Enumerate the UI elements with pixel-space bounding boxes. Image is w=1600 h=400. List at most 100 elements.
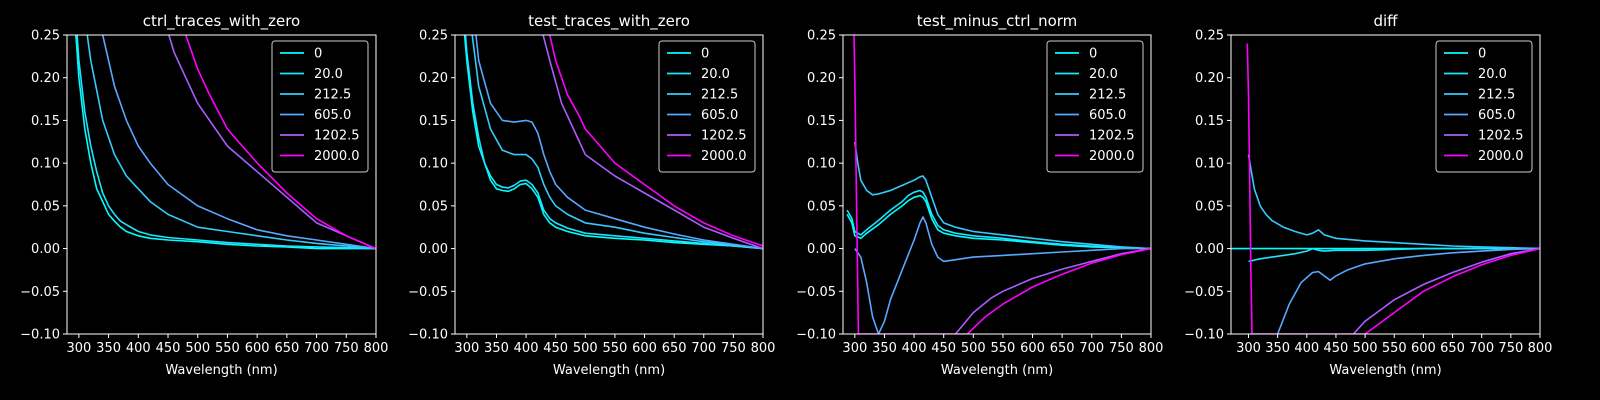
x-tick-label: 700 [304, 341, 329, 356]
y-tick-label: −0.05 [1184, 285, 1224, 300]
x-tick-label: 700 [1079, 341, 1104, 356]
x-tick-label: 300 [454, 341, 479, 356]
x-tick-label: 300 [842, 341, 867, 356]
series-line-2000.0 [184, 35, 376, 250]
x-tick-label: 300 [1236, 341, 1261, 356]
x-tick-label: 550 [603, 341, 628, 356]
x-tick-label: 800 [751, 341, 776, 356]
y-tick-label: 0.25 [419, 29, 448, 44]
x-tick-label: 650 [662, 341, 687, 356]
series-line-212.5 [471, 35, 763, 250]
x-tick-label: 650 [1050, 341, 1075, 356]
chart-title: ctrl_traces_with_zero [143, 12, 300, 31]
x-tick-label: 700 [1469, 341, 1494, 356]
legend-label: 0 [1089, 47, 1097, 62]
y-tick-label: 0.25 [1195, 29, 1224, 44]
x-tick-label: 600 [245, 341, 270, 356]
x-axis-label: Wavelength (nm) [941, 363, 1053, 378]
y-tick-label: 0.00 [419, 242, 448, 257]
legend-label: 20.0 [701, 67, 730, 82]
x-tick-label: 400 [126, 341, 151, 356]
legend: 0 20.0 212.5 605.0 1202.5 2000.0 [1435, 40, 1533, 173]
y-tick-label: −0.10 [408, 328, 448, 343]
series-line-1202.5 [168, 35, 376, 250]
x-tick-label: 600 [632, 341, 657, 356]
y-tick-label: 0.20 [1195, 71, 1224, 86]
y-tick-label: −0.10 [20, 328, 60, 343]
y-tick-label: −0.05 [796, 285, 836, 300]
y-tick-label: −0.05 [408, 285, 448, 300]
x-tick-label: 400 [1294, 341, 1319, 356]
y-tick-label: 0.10 [1195, 157, 1224, 172]
x-tick-label: 300 [66, 341, 91, 356]
legend-label: 605.0 [701, 108, 738, 123]
chart-title: test_minus_ctrl_norm [917, 12, 1078, 31]
x-tick-label: 750 [721, 341, 746, 356]
x-tick-label: 550 [215, 341, 240, 356]
axes-frame [842, 34, 1152, 335]
legend-label: 2000.0 [314, 149, 360, 164]
series-line-1202.5 [1352, 247, 1540, 334]
chart-panel-1: 300 350 400 450 500 550 600 650 700 750 800 −0.10 −0… [20, 12, 388, 378]
series-line-20.0 [846, 189, 1151, 250]
series-line-1202.5 [954, 247, 1151, 334]
legend-label: 1202.5 [1478, 129, 1524, 144]
series-line-20.0 [464, 35, 763, 250]
x-tick-label: 700 [691, 341, 716, 356]
y-tick-label: 0.10 [419, 157, 448, 172]
series-line-20.0 [76, 35, 376, 250]
series-line-2000.0 [548, 35, 763, 247]
y-tick-label: 0.20 [31, 71, 60, 86]
legend-label: 20.0 [314, 67, 343, 82]
legend-label: 212.5 [314, 88, 351, 103]
y-tick-label: 0.15 [31, 114, 60, 129]
legend-label: 0 [314, 47, 322, 62]
x-tick-label: 400 [514, 341, 539, 356]
series-group [463, 35, 763, 250]
legend-label: 212.5 [1478, 88, 1515, 103]
legend: 0 20.0 212.5 605.0 1202.5 2000.0 [1046, 40, 1144, 173]
x-tick-label: 600 [1411, 341, 1436, 356]
legend-label: 2000.0 [1089, 149, 1135, 164]
series-line-1202.5 [542, 35, 763, 250]
series-line-605.0 [1276, 247, 1540, 334]
y-tick-label: 0.25 [807, 29, 836, 44]
x-tick-label: 600 [1020, 341, 1045, 356]
legend-label: 0 [1478, 47, 1486, 62]
x-tick-label: 650 [274, 341, 299, 356]
legend-label: 212.5 [701, 88, 738, 103]
legend-label: 1202.5 [1089, 129, 1135, 144]
axes-frame [1230, 34, 1541, 335]
x-tick-label: 500 [185, 341, 210, 356]
x-tick-label: 400 [902, 341, 927, 356]
series-group [1231, 43, 1540, 334]
y-tick-label: 0.05 [807, 199, 836, 214]
x-tick-label: 450 [931, 341, 956, 356]
x-tick-label: 350 [872, 341, 897, 356]
y-tick-label: 0.05 [31, 199, 60, 214]
x-tick-label: 800 [1528, 341, 1553, 356]
y-tick-label: 0.20 [807, 71, 836, 86]
axes-frame [66, 34, 377, 335]
legend-label: 2000.0 [1478, 149, 1524, 164]
series-line-605.0 [101, 35, 376, 250]
legend-label: 0 [701, 47, 709, 62]
x-tick-label: 550 [991, 341, 1016, 356]
series-line-212.5 [854, 141, 1151, 250]
y-tick-label: 0.05 [1195, 199, 1224, 214]
y-tick-label: 0.15 [419, 114, 448, 129]
x-tick-label: 650 [1440, 341, 1465, 356]
legend: 0 20.0 212.5 605.0 1202.5 2000.0 [271, 40, 369, 173]
x-tick-label: 500 [573, 341, 598, 356]
series-line-20.0 [1248, 247, 1540, 263]
x-tick-label: 350 [96, 341, 121, 356]
series-line-212.5 [1247, 154, 1540, 250]
y-tick-label: 0.00 [1195, 242, 1224, 257]
x-axis-label: Wavelength (nm) [1329, 363, 1441, 378]
y-tick-label: 0.10 [807, 157, 836, 172]
series-group [75, 35, 376, 250]
y-tick-label: 0.25 [31, 29, 60, 44]
chart-panel-3: 300 350 400 450 500 550 600 650 700 750 800 −0.10 −0… [796, 12, 1163, 378]
x-axis-label: Wavelength (nm) [553, 363, 665, 378]
